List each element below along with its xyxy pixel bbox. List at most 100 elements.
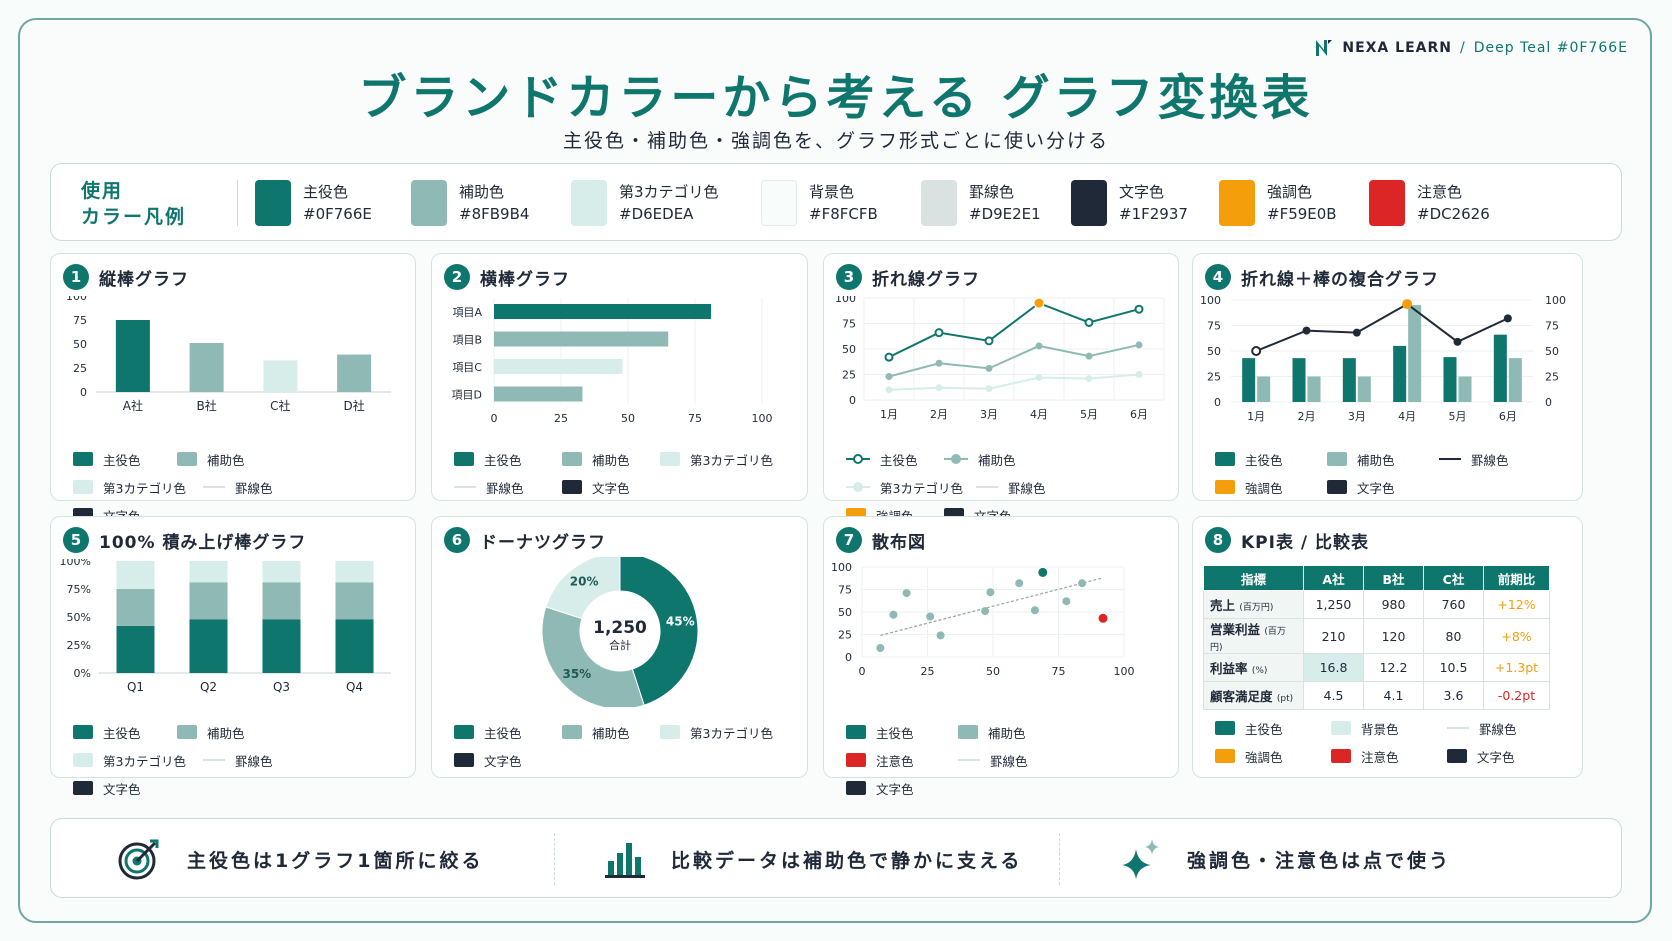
bar <box>1342 358 1356 402</box>
y-tick-label: 75 <box>838 584 852 597</box>
card-number: 4 <box>1205 264 1231 290</box>
x-tick-label: 5月 <box>1449 410 1467 423</box>
table-delta-cell: +8% <box>1483 618 1550 654</box>
bar <box>337 354 372 392</box>
table-header-cell: A社 <box>1303 565 1364 591</box>
table-row: 顧客満足度 (pt) 4.5 4.1 3.6 -0.2pt <box>1203 681 1550 710</box>
table-row-label: 売上 (百万円) <box>1203 590 1304 619</box>
legend-label: 主役色 <box>1245 721 1283 737</box>
legend-item: 注意色 <box>1331 747 1447 765</box>
row-label-text: 顧客満足度 <box>1210 689 1277 704</box>
chart-legend: 主役色 補助色 罫線色 強調色 文字色 <box>1215 450 1572 496</box>
bar <box>494 359 623 374</box>
x-tick-label: 50 <box>986 665 1000 678</box>
y-tick-label: 50 <box>1207 345 1221 358</box>
x-tick-label: 25 <box>554 412 568 425</box>
scatter-point <box>1030 606 1039 615</box>
legend-swatch <box>846 725 866 739</box>
x-tick-label: 2月 <box>1298 410 1316 423</box>
legend-swatch <box>562 452 582 466</box>
page-title: ブランドカラーから考える グラフ変換表 <box>358 70 1314 126</box>
stacked-segment <box>262 561 301 583</box>
x-tick-label: 100 <box>752 412 773 425</box>
legend-line <box>203 486 225 488</box>
legend-item: 補助色 <box>177 723 281 741</box>
legend-item: 文字色 <box>1327 478 1439 496</box>
bar <box>263 360 298 392</box>
tip-divider <box>554 833 555 885</box>
legend-swatch <box>454 725 474 739</box>
legend-swatch <box>1215 721 1235 735</box>
brand-separator: / <box>1459 40 1466 56</box>
legend-swatch <box>73 452 93 466</box>
card-title: 折れ線＋棒の複合グラフ <box>1241 269 1439 290</box>
legend-label: 罫線色 <box>235 753 273 769</box>
y-tick-label: 0 <box>849 394 856 407</box>
legend-item: 罫線色 <box>976 478 1074 496</box>
data-point <box>1135 371 1143 378</box>
table-row-label: 利益率 (%) <box>1203 653 1304 682</box>
legend-label: 補助色 <box>207 725 245 741</box>
row-label-unit: (pt) <box>1276 694 1294 704</box>
legend-item: 主役色 <box>454 450 562 468</box>
data-point <box>1084 317 1094 327</box>
legend-label: 主役色 <box>103 452 141 468</box>
chart-legend: 主役色 補助色 第3カテゴリ色罫線色 文字色 <box>454 450 797 496</box>
legend-item: 文字色 <box>1447 747 1563 765</box>
chart-legend: 主役色 背景色 罫線色 強調色 注意色 文字色 <box>1215 719 1572 765</box>
table-header-cell: C社 <box>1423 565 1484 591</box>
x-tick-label: 75 <box>688 412 702 425</box>
palette-color-name: 文字色 <box>1119 183 1165 201</box>
scatter-point <box>926 612 935 621</box>
table-row-label: 顧客満足度 (pt) <box>1203 681 1304 710</box>
trend-line <box>880 577 1104 636</box>
card-line-chart: 3 折れ線グラフ 0 25 50 75 100 1月 2月 3月 4月 5月 6月 主役色 補助色 第3カ… <box>823 253 1179 524</box>
legend-swatch <box>177 452 197 466</box>
y-tick-label: 25 <box>838 629 852 642</box>
y2-tick-label: 75 <box>1545 320 1559 333</box>
scatter-point <box>986 588 995 597</box>
legend-line-marker <box>944 454 968 464</box>
palette-title: 使用 カラー凡例 <box>81 178 186 230</box>
y-tick-label: 0 <box>80 386 87 399</box>
y-tick-label: 75% <box>67 583 91 596</box>
legend-item: 文字色 <box>846 779 958 797</box>
tip-text: 主役色は1グラフ1箇所に絞る <box>187 849 484 872</box>
series-line <box>888 343 1140 378</box>
legend-item: 主役色 <box>73 450 177 468</box>
table-cell: 980 <box>1363 590 1424 619</box>
legend-line <box>454 486 476 488</box>
y-tick-label: 100 <box>1200 296 1221 307</box>
legend-item: 背景色 <box>1331 719 1447 737</box>
x-tick-label: 6月 <box>1130 408 1148 421</box>
table-header-cell: 前期比 <box>1483 565 1550 591</box>
legend-line <box>1439 458 1461 460</box>
table-cell: 4.1 <box>1363 681 1424 710</box>
legend-item: 第3カテゴリ色 <box>660 723 790 741</box>
warning-point <box>1098 613 1108 623</box>
legend-swatch <box>73 781 93 795</box>
row-label-text: 利益率 <box>1210 661 1252 676</box>
data-point <box>985 385 993 393</box>
stacked-segment <box>189 619 228 673</box>
legend-swatch <box>1215 452 1235 466</box>
card-title: 散布図 <box>872 532 926 553</box>
palette-text: 罫線色 #D9E2E1 <box>969 181 1041 225</box>
legend-item: 罫線色 <box>203 478 307 496</box>
legend-label: 強調色 <box>1245 480 1283 496</box>
row-label-text: 営業利益 <box>1210 622 1265 637</box>
stacked-segment <box>335 561 374 583</box>
card-title: 横棒グラフ <box>480 269 570 290</box>
y2-tick-label: 100 <box>1545 296 1566 307</box>
legend-label: 罫線色 <box>486 480 524 496</box>
table-cell: 4.5 <box>1303 681 1364 710</box>
x-tick-label: Q4 <box>346 680 363 694</box>
legend-label: 主役色 <box>880 452 918 468</box>
legend-label: 補助色 <box>207 452 245 468</box>
x-tick-label: 75 <box>1052 665 1066 678</box>
legend-item: 補助色 <box>562 450 660 468</box>
card-number: 8 <box>1205 527 1231 553</box>
legend-swatch <box>73 725 93 739</box>
legend-line <box>1447 727 1469 729</box>
table-cell: 210 <box>1303 618 1364 654</box>
